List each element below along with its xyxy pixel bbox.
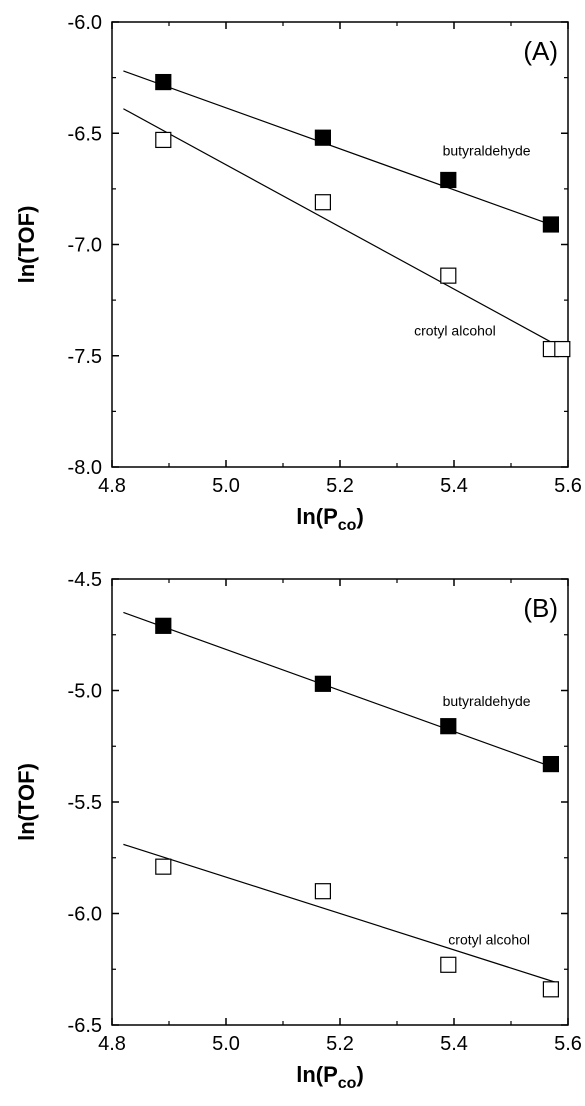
fit-line: [123, 611, 557, 770]
x-tick-label: 4.8: [98, 475, 126, 497]
series-label: butyraldehyde: [443, 143, 531, 159]
panel-label: (A): [523, 36, 558, 66]
series-label: crotyl alcohol: [448, 932, 530, 948]
y-tick-label: -6.0: [68, 12, 102, 34]
data-point: [542, 216, 560, 233]
x-tick-label: 5.2: [326, 1033, 354, 1055]
series-label: butyraldehyde: [443, 693, 531, 709]
chart-panel-b: 4.8 5.0 5.2 5.4 5.6 -4.5 -5.0 -5.5 -6.0 -6.5 ln(Pc…: [14, 569, 582, 1092]
data-point: [554, 340, 571, 358]
data-point: [542, 755, 560, 773]
y-axis-label: ln(TOF): [14, 206, 39, 284]
chart-panel-a: 4.8 5.0 5.2 5.4 5.6 -6.0 -6.5 -7.0 -7.5 -8.0 ln(Pc…: [14, 12, 582, 534]
x-tick-label: 5.4: [440, 475, 468, 497]
panel-label: (B): [523, 593, 558, 623]
data-point: [314, 194, 331, 211]
x-tick-label: 5.6: [554, 475, 582, 497]
x-tick-label: 5.0: [212, 475, 240, 497]
x-tick-label: 5.2: [326, 475, 354, 497]
x-tick-label: 5.4: [440, 1033, 468, 1055]
data-point: [440, 956, 457, 973]
series-butyraldehyde: butyraldehyde: [123, 611, 560, 773]
y-tick-label: -5.0: [68, 681, 102, 703]
data-point: [440, 718, 457, 735]
data-point: [542, 981, 560, 998]
x-tick-label: 5.0: [212, 1033, 240, 1055]
y-tick-label: -6.5: [68, 123, 102, 145]
data-point: [155, 131, 172, 149]
x-axis-label: ln(Pco): [296, 1062, 364, 1092]
fit-line: [123, 108, 569, 352]
y-tick-label: -7.0: [68, 235, 102, 257]
data-point: [440, 267, 457, 284]
series-butyraldehyde: butyraldehyde: [123, 70, 560, 233]
data-point: [155, 73, 172, 91]
y-axis-label: ln(TOF): [14, 763, 39, 841]
x-tick-label: 4.8: [98, 1033, 126, 1055]
y-tick-label: -7.5: [68, 346, 102, 368]
series-label: crotyl alcohol: [414, 323, 496, 339]
series-crotyl-alcohol: crotyl alcohol: [123, 843, 560, 998]
data-point: [314, 129, 331, 146]
data-point: [155, 617, 172, 634]
y-tick-label: -6.5: [68, 1015, 102, 1037]
y-tick-label: -4.5: [68, 569, 102, 591]
y-tick-label: -6.0: [68, 904, 102, 926]
fit-line: [123, 843, 557, 984]
y-tick-label: -8.0: [68, 457, 102, 479]
y-tick-label: -5.5: [68, 792, 102, 814]
x-tick-label: 5.6: [554, 1033, 582, 1055]
data-point: [155, 858, 172, 875]
data-point: [440, 171, 457, 189]
x-axis-label: ln(Pco): [296, 504, 364, 534]
series-crotyl-alcohol: crotyl alcohol: [123, 108, 571, 358]
fit-line: [123, 70, 557, 228]
plot-frame: [111, 578, 569, 1026]
data-point: [314, 675, 331, 692]
data-point: [314, 883, 331, 900]
plot-frame: [111, 21, 569, 468]
